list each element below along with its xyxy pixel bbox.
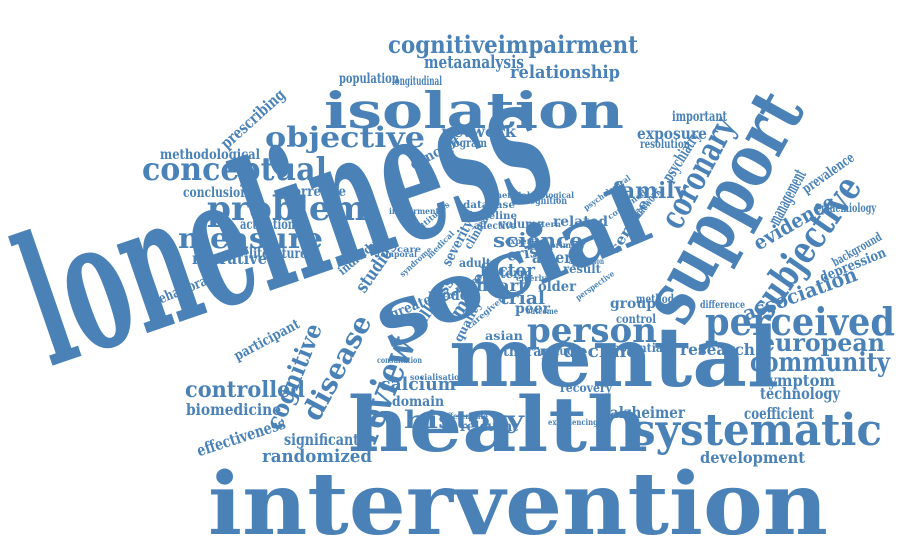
- word-research: research: [680, 340, 755, 359]
- word-recovery: recovery: [560, 381, 612, 395]
- word-volume: volume: [499, 217, 544, 231]
- word-isolation: isolation: [324, 81, 624, 140]
- word-peer: peer: [515, 301, 550, 317]
- word-population: population: [339, 71, 399, 87]
- word-difference: difference: [700, 300, 745, 311]
- word-epidemiology: epidemiology: [816, 201, 876, 215]
- word-alzheimer: alzheimer: [610, 403, 685, 422]
- word-network: network: [441, 122, 516, 141]
- word-calcium: calcium: [380, 374, 456, 395]
- word-european: european: [760, 328, 885, 357]
- word-consultation: consultation: [377, 355, 422, 365]
- word-coefficient: coefficient: [744, 404, 814, 423]
- word-resolution: resolution: [640, 137, 690, 151]
- word-experiencing: experiencing: [548, 417, 598, 427]
- word-activation: activation: [240, 217, 295, 233]
- word-exposure: exposure: [637, 124, 707, 143]
- word-care: care: [397, 244, 421, 254]
- word-older: older: [538, 279, 576, 295]
- word-conceptual: conceptual: [142, 150, 327, 188]
- word-outcome: outcome: [526, 306, 558, 316]
- word-affective: affective: [474, 221, 516, 232]
- word-controlled: controlled: [185, 377, 305, 403]
- word-important: important: [672, 109, 727, 125]
- word-socialisation: socialisation: [410, 372, 465, 382]
- word-science: science: [493, 228, 583, 252]
- word-development: development: [700, 448, 805, 467]
- word-temporal: temporal: [377, 249, 417, 259]
- word-model: model: [428, 285, 473, 304]
- word-database: database: [463, 200, 515, 211]
- word-program: program: [442, 136, 487, 150]
- word-significant: significant: [284, 430, 359, 449]
- word-trial: trial: [500, 288, 545, 309]
- word-person: person: [527, 311, 657, 351]
- word-community: community: [750, 348, 890, 378]
- word-elderly: elderly: [516, 273, 546, 283]
- word-therapy: therapy: [503, 344, 558, 360]
- word-decline: decline: [563, 341, 638, 362]
- word-potential: potential: [612, 341, 667, 355]
- word-asian: asian: [485, 329, 523, 343]
- word-problem: problem: [207, 189, 367, 229]
- word-adult: adult: [459, 256, 491, 270]
- word-intervention: intervention: [208, 454, 828, 547]
- word-group: group: [610, 296, 656, 312]
- word-beneficial: beneficial: [485, 190, 530, 200]
- word-methodological: methodological: [160, 147, 260, 163]
- word-domain: domain: [392, 394, 444, 410]
- word-pattern: pattern: [526, 219, 561, 229]
- word-cognitiveimpairment: cognitiveimpairment: [388, 30, 638, 59]
- word-factor: factor: [480, 260, 535, 281]
- word-mental: mental: [449, 310, 779, 406]
- word-health: health: [348, 380, 648, 469]
- word-artery: artery: [532, 248, 580, 267]
- word-conclusion: conclusion: [183, 185, 248, 201]
- word-differentiate: differentiate: [440, 411, 488, 421]
- word-biological: biological: [532, 190, 574, 200]
- word-method: method: [636, 292, 674, 306]
- word-technology: technology: [760, 384, 840, 403]
- word-reduce: reduce: [540, 344, 580, 358]
- word-longitudinal: longitudinal: [392, 74, 442, 88]
- word-history: history: [404, 405, 524, 434]
- word-related: related: [553, 214, 608, 230]
- word-baseline: baseline: [469, 211, 517, 222]
- word-expert: expert: [505, 236, 535, 246]
- word-association-small: association: [569, 256, 604, 266]
- word-narrative: narrative: [192, 249, 267, 268]
- word-primary: primary: [550, 240, 585, 250]
- word-symptom: symptom: [760, 371, 835, 390]
- word-objective: objective: [265, 121, 425, 154]
- word-control: control: [616, 312, 656, 326]
- word-perceived: perceived: [705, 299, 895, 344]
- word-family: family: [612, 178, 687, 204]
- word-result: result: [563, 262, 601, 276]
- word-randomized: randomized: [262, 446, 372, 467]
- word-measure: measure: [178, 222, 323, 255]
- word-term: term: [500, 266, 532, 282]
- word-correlate: correlate: [286, 184, 346, 200]
- word-impairment: impairment: [389, 206, 439, 216]
- word-systematic: systematic: [632, 405, 882, 456]
- word-biomedicine: biomedicine: [186, 400, 281, 419]
- word-relevant: relevant: [460, 419, 518, 435]
- word-metaanalysis: metaanalysis: [424, 52, 524, 73]
- word-relationship: relationship: [510, 62, 620, 83]
- word-cognition: cognition: [525, 196, 567, 207]
- word-literature: literature: [249, 246, 307, 262]
- word-heart: heart: [476, 276, 526, 295]
